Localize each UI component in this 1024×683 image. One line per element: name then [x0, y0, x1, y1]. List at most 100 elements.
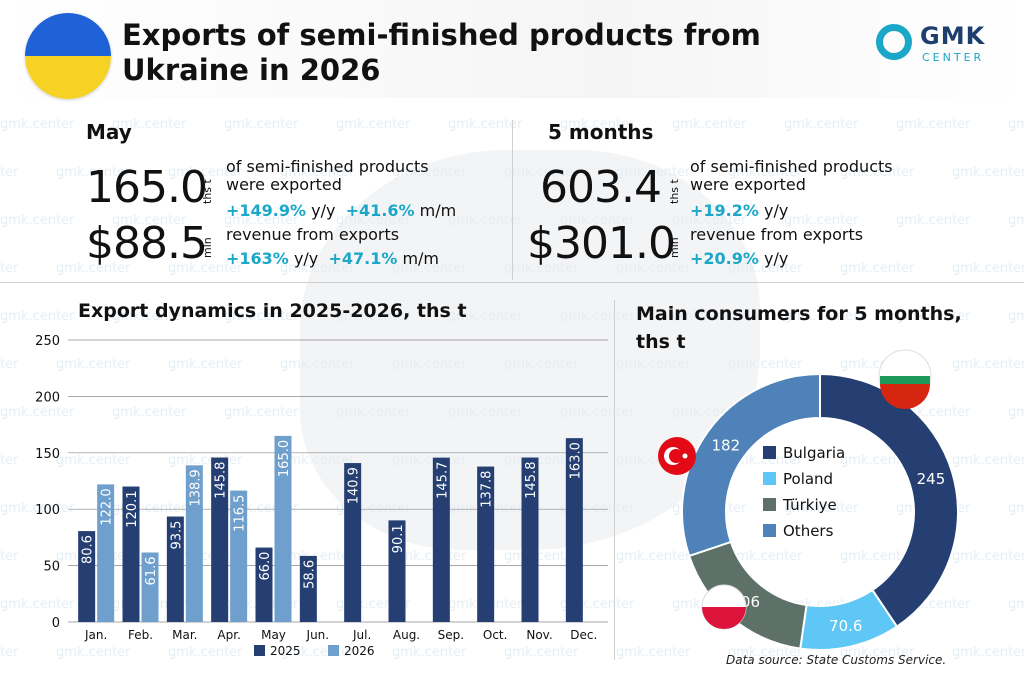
bar-2025-may — [255, 547, 273, 622]
x-tick-label: Aug. — [393, 628, 420, 642]
turkiye-flag-icon — [658, 437, 696, 475]
may-revenue: $88.5 — [86, 218, 208, 269]
may-revenue-unit: mln — [201, 237, 214, 258]
five-months-volume-change: +19.2% y/y — [690, 201, 788, 220]
y-tick-label: 250 — [35, 334, 60, 349]
donut-value-label: 182 — [712, 436, 741, 454]
watermark-text: gmk.center — [0, 165, 19, 180]
gmk-center-logo: GMK CENTER — [876, 22, 1006, 66]
five-months-revenue-yy-suffix: y/y — [764, 249, 789, 268]
five-months-revenue: $301.0 — [527, 218, 676, 269]
x-tick-label: Feb. — [128, 628, 153, 642]
y-tick-label: 100 — [35, 503, 60, 518]
charts-divider — [614, 300, 615, 660]
donut-value-label: 70.6 — [829, 617, 862, 635]
donut-chart-title: Main consumers for 5 months, ths t — [636, 303, 962, 353]
bar-data-label: 163.0 — [568, 442, 583, 479]
bar-2025-apr — [211, 457, 229, 622]
bar-2026-mar — [185, 465, 203, 622]
y-tick-label: 50 — [43, 560, 60, 575]
bar-2026-jan — [97, 484, 115, 622]
bulgaria-flag-icon — [878, 349, 932, 409]
may-revenue-change: +163% y/y +47.1% m/m — [226, 249, 439, 268]
bar-2025-feb — [122, 486, 140, 622]
may-revenue-yy: +163% — [226, 249, 289, 268]
legend-swatch-2026 — [328, 645, 339, 656]
ukraine-flag-icon — [25, 13, 111, 99]
five-months-revenue-yy: +20.9% — [690, 249, 759, 268]
watermark-text: gmk.center — [336, 117, 411, 132]
x-tick-label: Mar. — [172, 628, 197, 642]
may-label: May — [86, 120, 132, 144]
bar-data-label: 145.8 — [214, 462, 229, 499]
y-tick-label: 200 — [35, 390, 60, 405]
turkiye-flag-star — [682, 453, 688, 459]
donut-slice-others — [681, 372, 821, 558]
poland-flag-red — [702, 607, 746, 629]
bulgaria-flag-green — [880, 376, 930, 384]
bar-data-label: 165.0 — [277, 440, 292, 477]
donut-slice-bulgaria — [819, 372, 959, 628]
five-months-label: 5 months — [548, 120, 654, 144]
may-revenue-mm: +47.1% — [328, 249, 398, 268]
bar-2026-apr — [230, 490, 248, 622]
watermark-text: gmk.center — [1008, 213, 1024, 228]
donut-value-label: 245 — [917, 470, 946, 488]
may-volume-unit: ths t — [201, 179, 214, 204]
logo-main-text: GMK — [920, 22, 986, 50]
page-title: Exports of semi-finished products from U… — [122, 18, 761, 87]
may-volume-yy: +149.9% — [226, 201, 307, 220]
bar-2025-aug — [388, 520, 406, 622]
x-tick-label: Nov. — [526, 628, 552, 642]
watermark-text: gmk.center — [896, 213, 971, 228]
legend-swatch-türkiye — [763, 498, 776, 511]
bar-2026-may — [274, 435, 292, 622]
may-volume-desc-2: were exported — [226, 175, 342, 194]
legend-swatch-2025 — [254, 645, 265, 656]
y-tick-label: 150 — [35, 447, 60, 462]
legend-label-2025: 2025 — [270, 644, 301, 658]
legend-label-bulgaria: Bulgaria — [783, 444, 845, 462]
section-divider — [0, 282, 1024, 283]
bar-2026-feb — [141, 552, 159, 622]
watermark-text: gmk.center — [1008, 117, 1024, 132]
logo-sub-text: CENTER — [922, 51, 985, 64]
watermark-text: gmk.center — [952, 165, 1024, 180]
may-revenue-yy-suffix: y/y — [293, 249, 319, 268]
x-tick-label: May — [261, 628, 286, 642]
bar-2025-dec — [565, 438, 583, 622]
five-months-revenue-unit: mln — [668, 237, 681, 258]
bar-2025-oct — [477, 466, 495, 622]
bar-chart-title: Export dynamics in 2025-2026, ths t — [78, 300, 467, 322]
five-months-revenue-desc: revenue from exports — [690, 225, 864, 244]
bar-data-label: 116.5 — [233, 495, 248, 532]
may-revenue-desc: revenue from exports — [226, 225, 400, 244]
bar-2025-mar — [166, 516, 184, 622]
legend-label-others: Others — [783, 522, 834, 540]
five-months-volume-desc-1: of semi-finished products — [690, 157, 893, 176]
bar-data-label: 145.7 — [435, 462, 450, 499]
watermark-text: gmk.center — [0, 213, 75, 228]
bar-data-label: 80.6 — [81, 535, 96, 564]
five-months-volume-unit: ths t — [668, 179, 681, 204]
legend-label-türkiye: Türkiye — [782, 496, 837, 514]
watermark-text: gmk.center — [952, 261, 1024, 276]
bar-2025-nov — [521, 457, 539, 622]
watermark-text: gmk.center — [784, 117, 859, 132]
bar-data-label: 138.9 — [188, 469, 203, 506]
may-volume-yy-suffix: y/y — [311, 201, 336, 220]
legend-swatch-others — [763, 524, 776, 537]
may-volume-desc-1: of semi-finished products — [226, 157, 429, 176]
header-band — [0, 0, 1024, 98]
legend-label-poland: Poland — [783, 470, 833, 488]
may-volume-change: +149.9% y/y +41.6% m/m — [226, 201, 456, 220]
bar-2025-jul — [344, 463, 362, 622]
may-volume: 165.0 — [86, 162, 208, 213]
legend-swatch-bulgaria — [763, 446, 776, 459]
x-tick-label: Oct. — [483, 628, 508, 642]
bar-data-label: 66.0 — [258, 552, 273, 581]
x-tick-label: Jun. — [306, 628, 330, 642]
logo-ring-icon — [876, 24, 912, 60]
bulgaria-flag-top — [880, 351, 930, 376]
